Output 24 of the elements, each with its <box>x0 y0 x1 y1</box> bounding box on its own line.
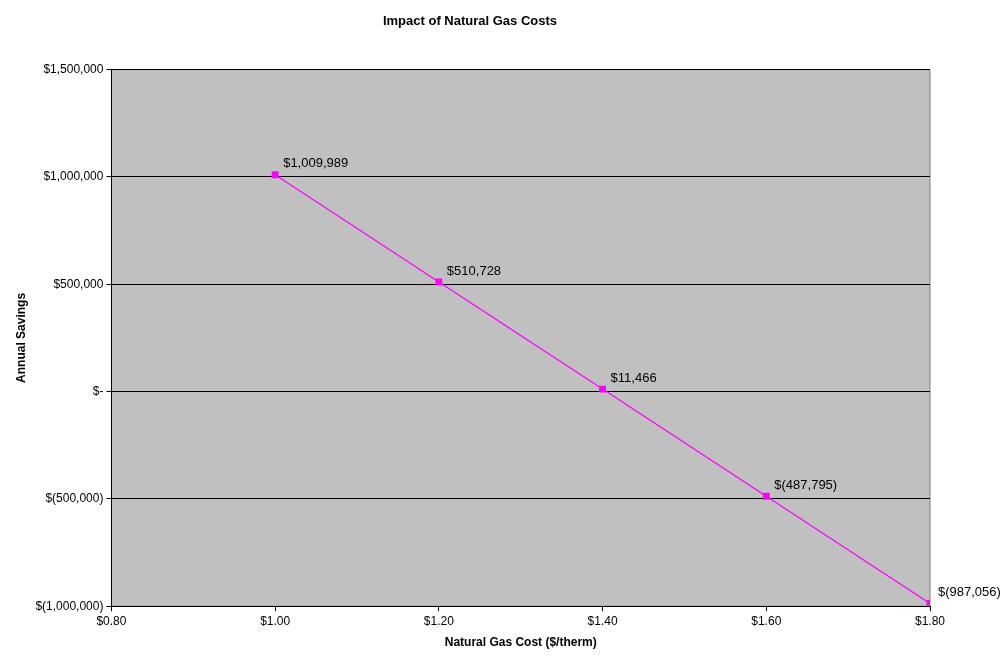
y-tick-label: $1,000,000 <box>43 169 104 184</box>
data-label: $(987,056) <box>938 584 1001 599</box>
point <box>762 492 770 500</box>
data-label: $1,009,989 <box>283 155 349 171</box>
point <box>599 385 607 393</box>
chart-title: Impact of Natural Gas Costs <box>382 13 558 29</box>
x-tick-label: $1.00 <box>260 613 291 628</box>
y-axis-title: Annual Savings <box>13 292 28 383</box>
point <box>435 278 443 286</box>
y-tick-label: $(500,000) <box>45 491 104 506</box>
x-tick-label: $1.60 <box>751 613 782 628</box>
data-label: $(487,795) <box>774 476 838 492</box>
y-tick-label: $500,000 <box>53 276 104 291</box>
x-tick-label: $0.80 <box>96 613 127 628</box>
y-tick-label: $(1,000,000) <box>35 598 104 613</box>
x-tick-label: $1.40 <box>587 613 618 628</box>
point <box>271 171 279 179</box>
x-axis-title: Natural Gas Cost ($/therm) <box>444 635 597 650</box>
x-tick-label: $1.20 <box>423 613 455 628</box>
data-label: $510,728 <box>446 262 502 278</box>
x-tick-label: $1.80 <box>914 613 946 628</box>
y-tick-label: $1,500,000 <box>43 61 104 76</box>
y-tick-label: $- <box>92 383 104 398</box>
data-label: $11,466 <box>610 369 657 385</box>
